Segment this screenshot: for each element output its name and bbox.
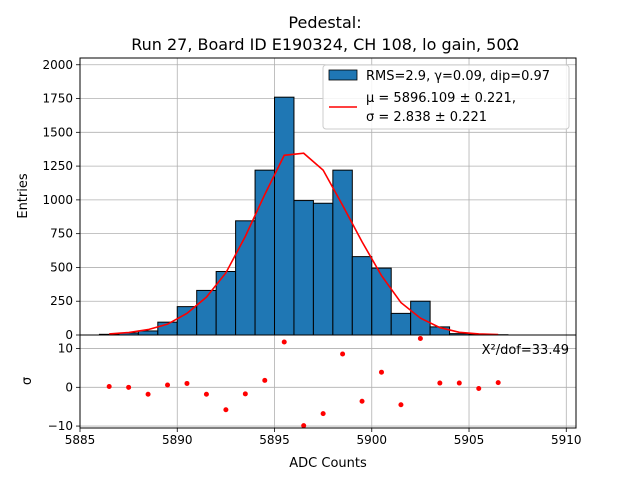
- fit-line: [109, 152, 499, 336]
- residual-point: [242, 391, 248, 397]
- residual-point: [456, 380, 462, 386]
- bottom-axes: −10 0 10 5885 5890 5895 5900 5905 5910 X²/dof=3…: [20, 334, 582, 471]
- residual-point: [262, 377, 268, 383]
- histogram-bar: [390, 312, 412, 336]
- histogram-bar: [351, 256, 373, 336]
- legend: RMS=2.9, γ=0.09, dip=0.97 μ = 5896.109 ±…: [322, 64, 570, 130]
- residual-point: [184, 380, 190, 386]
- bottom-y-tick-label: 10: [58, 342, 73, 356]
- legend-hist-label: RMS=2.9, γ=0.09, dip=0.97: [366, 69, 550, 84]
- chart-title-line1: Pedestal:: [288, 13, 361, 32]
- histogram-bar: [332, 169, 353, 336]
- top-y-tick-label: 2000: [42, 58, 73, 72]
- top-axes: 0 250 500 750 1000 1250 1500 1750 2000 Entries R…: [16, 57, 577, 342]
- residual-point: [340, 351, 346, 357]
- top-y-tick-label: 1750: [42, 92, 73, 106]
- bottom-y-tick-label: 0: [65, 380, 73, 394]
- x-tick-label: 5895: [259, 433, 290, 447]
- legend-hist-swatch: [328, 69, 358, 81]
- x-tick-label: 5910: [551, 433, 582, 447]
- top-y-tick-label: 1000: [42, 193, 73, 207]
- residual-point: [320, 411, 326, 417]
- residual-point: [359, 398, 365, 404]
- residual-point: [437, 380, 443, 386]
- histogram-bar: [274, 96, 295, 336]
- histogram-bar: [312, 202, 334, 336]
- histogram-bar: [371, 267, 392, 336]
- residual-point: [145, 391, 151, 397]
- x-axis-label: ADC Counts: [289, 456, 367, 471]
- top-y-tick-label: 500: [50, 260, 73, 274]
- top-y-tick-label: 0: [65, 328, 73, 342]
- top-y-tick-label: 250: [50, 294, 73, 308]
- x-tick-label: 5890: [162, 433, 193, 447]
- top-y-tick-label: 1250: [42, 159, 73, 173]
- residual-point: [165, 382, 171, 388]
- residual-point: [398, 402, 404, 408]
- residual-point: [126, 384, 132, 390]
- top-y-ticks: 0 250 500 750 1000 1250 1500 1750 2000: [42, 58, 80, 342]
- residual-point: [378, 369, 384, 375]
- histogram-bar: [137, 330, 159, 336]
- bottom-y-tick-label: −10: [48, 419, 73, 433]
- fit-curve: [109, 152, 499, 336]
- legend-box: [322, 64, 570, 130]
- residual-point: [417, 335, 423, 341]
- residual-point: [476, 385, 482, 391]
- x-tick-label: 5905: [454, 433, 485, 447]
- residual-point: [106, 384, 112, 390]
- histogram-bar: [293, 200, 314, 336]
- bottom-y-axis-label: σ: [20, 377, 35, 385]
- x-ticks: 5885 5890 5895 5900 5905 5910: [65, 428, 582, 447]
- legend-fit-label-line2: σ = 2.838 ± 0.221: [366, 110, 487, 125]
- chi2-annotation: X²/dof=33.49: [482, 343, 569, 358]
- legend-fit-label-line1: μ = 5896.109 ± 0.221,: [366, 91, 516, 106]
- residual-point: [301, 423, 307, 429]
- residual-point: [281, 339, 287, 345]
- residual-point: [495, 380, 501, 386]
- top-y-tick-label: 1500: [42, 125, 73, 139]
- top-y-tick-label: 750: [50, 227, 73, 241]
- chart-title-line2: Run 27, Board ID E190324, CH 108, lo gai…: [131, 35, 519, 54]
- bottom-y-ticks: −10 0 10: [48, 342, 80, 433]
- histogram-bar: [176, 306, 198, 336]
- residual-points: [106, 335, 501, 429]
- top-y-axis-label: Entries: [16, 173, 31, 219]
- residual-point: [223, 407, 229, 413]
- residual-point: [203, 391, 209, 397]
- x-tick-label: 5900: [356, 433, 387, 447]
- x-tick-label: 5885: [65, 433, 96, 447]
- bottom-axes-frame: [79, 334, 577, 429]
